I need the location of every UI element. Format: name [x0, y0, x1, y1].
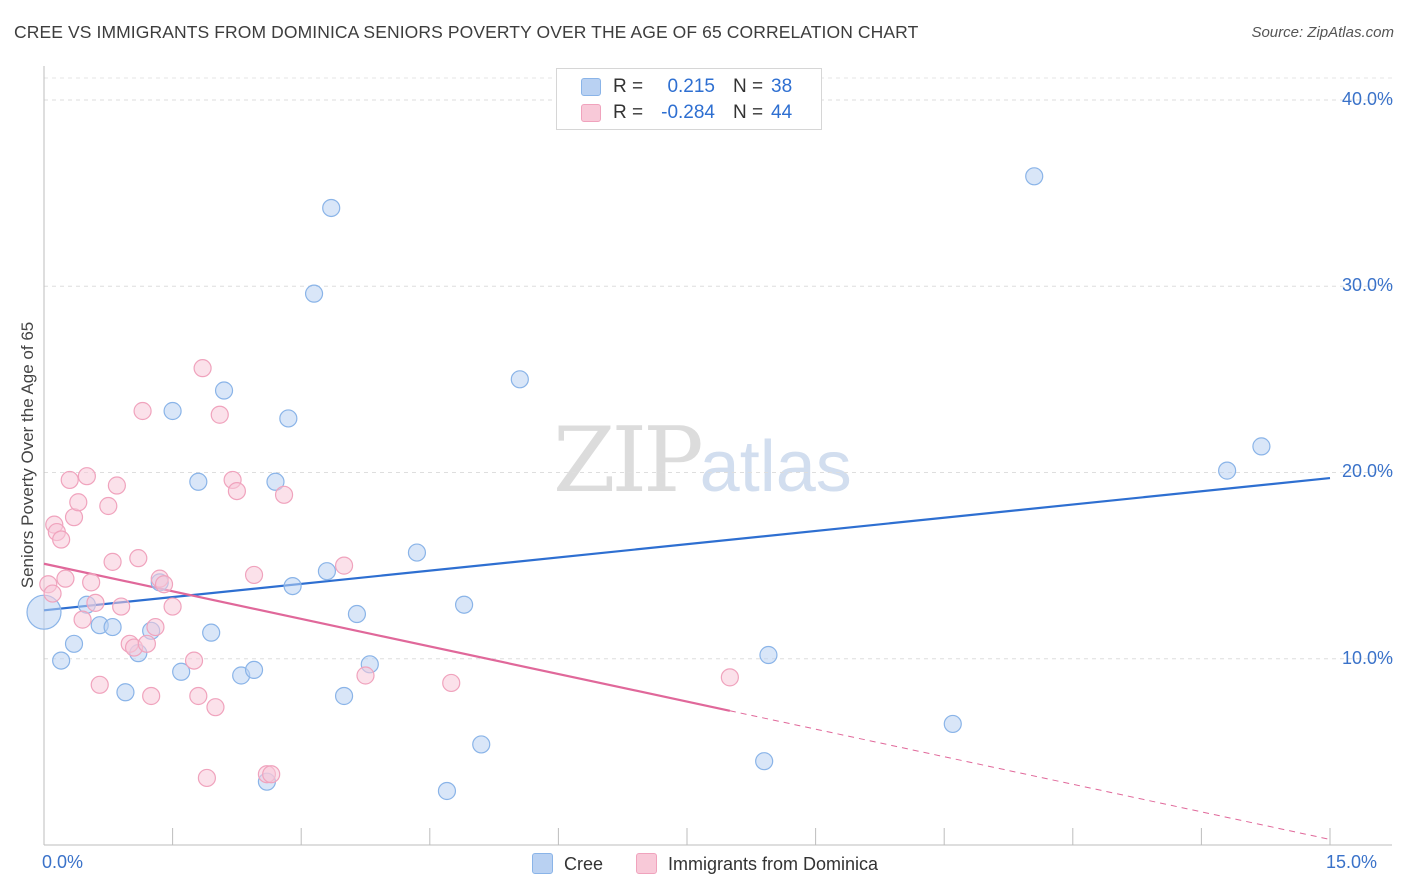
- stats-n-label: N =: [733, 102, 764, 123]
- dominica-point: [52, 530, 71, 549]
- cree-point: [407, 543, 427, 562]
- stats-r-value: -0.284: [661, 102, 715, 123]
- cree-point: [172, 662, 191, 681]
- cree-point: [64, 634, 84, 653]
- dominica-point: [720, 668, 739, 687]
- dominica-point: [73, 610, 92, 629]
- cree-point: [334, 686, 354, 706]
- dominica-point: [197, 768, 216, 788]
- dominica-swatch-icon: [581, 104, 601, 122]
- cree-point: [163, 401, 182, 421]
- cree-point: [472, 735, 491, 754]
- dominica-point: [193, 359, 212, 378]
- cree-point: [1252, 437, 1271, 456]
- watermark: ZIPatlas: [553, 408, 852, 513]
- dominica-trend-line-extension: [729, 710, 1331, 840]
- dominica-point: [129, 549, 148, 568]
- cree-legend-swatch-icon: [532, 853, 553, 874]
- x-tick-label-max: 15.0%: [1326, 852, 1378, 872]
- cree-point: [1025, 167, 1044, 186]
- cree-point: [214, 381, 234, 400]
- dominica-point: [146, 617, 165, 637]
- cree-swatch-icon: [581, 78, 601, 96]
- dominica-point: [90, 675, 109, 694]
- dominica-point: [262, 765, 281, 784]
- cree-point: [322, 198, 341, 218]
- cree-point: [510, 370, 529, 389]
- dominica-point: [163, 597, 182, 616]
- dominica-point: [107, 476, 126, 495]
- dominica-point: [442, 673, 461, 693]
- dominica-point: [69, 493, 88, 512]
- cree-point: [454, 595, 474, 614]
- watermark-atlas: atlas: [699, 427, 852, 507]
- dominica-point: [86, 593, 105, 612]
- cree-point: [116, 683, 135, 702]
- dominica-point: [112, 597, 131, 616]
- dominica-point: [99, 496, 118, 516]
- cree-point: [759, 645, 778, 665]
- x-tick-label-min: 0.0%: [42, 852, 84, 872]
- dominica-point: [137, 634, 156, 653]
- cree-point: [943, 714, 962, 734]
- cree-point: [279, 409, 298, 428]
- dominica-point: [103, 552, 122, 571]
- dominica-point: [64, 508, 84, 527]
- data-points: [26, 167, 1271, 801]
- dominica-point: [133, 401, 152, 421]
- y-tick-label: 10.0%: [1341, 647, 1393, 668]
- stats-n-label: N =: [733, 76, 764, 97]
- watermark-zip: ZIP: [553, 408, 704, 513]
- cree-point: [755, 752, 774, 771]
- dominica-point: [210, 405, 229, 424]
- dominica-point: [77, 467, 96, 486]
- cree-point: [317, 562, 337, 581]
- dominica-point: [334, 556, 354, 575]
- dominica-point: [56, 569, 75, 588]
- y-tick-label: 30.0%: [1341, 275, 1393, 296]
- stats-n-value: 44: [771, 102, 793, 123]
- cree-point: [266, 472, 285, 491]
- cree-point: [52, 651, 71, 670]
- dominica-point: [60, 470, 79, 490]
- dominica-point: [154, 575, 174, 594]
- legend-label-cree: Cree: [564, 854, 604, 874]
- chart-title: CREE VS IMMIGRANTS FROM DOMINICA SENIORS…: [14, 22, 919, 42]
- dominica-point: [274, 485, 294, 504]
- y-axis-label: Seniors Poverty Over the Age of 65: [18, 321, 37, 589]
- cree-point: [283, 576, 302, 596]
- dominica-point: [184, 651, 204, 670]
- cree-point: [347, 604, 367, 624]
- dominica-point: [43, 584, 62, 603]
- cree-point: [1218, 461, 1237, 480]
- cree-trend-line: [43, 476, 1331, 612]
- legend-label-dominica: Immigrants from Dominica: [668, 854, 879, 874]
- stats-r-value: 0.215: [667, 76, 715, 97]
- cree-point: [437, 781, 457, 801]
- dominica-point: [356, 666, 375, 685]
- dominica-point: [227, 481, 246, 501]
- dominica-point: [244, 565, 264, 585]
- cree-point: [202, 623, 221, 642]
- stats-n-value: 38: [771, 76, 793, 97]
- cree-point: [304, 284, 324, 303]
- dominica-point: [189, 686, 208, 706]
- source-label: Source: ZipAtlas.com: [1251, 24, 1394, 41]
- stats-box: R = 0.215 N = 38 R = -0.284 N = 44: [556, 68, 822, 130]
- stats-r-label: R =: [613, 102, 644, 123]
- cree-point: [244, 660, 264, 680]
- y-tick-label: 40.0%: [1341, 88, 1393, 109]
- dominica-point: [206, 698, 225, 717]
- dominica-legend-swatch-icon: [636, 853, 657, 874]
- dominica-point: [82, 573, 101, 592]
- cree-point: [189, 472, 208, 491]
- stats-r-label: R =: [613, 76, 644, 97]
- dominica-point: [142, 686, 161, 706]
- cree-point: [103, 617, 122, 637]
- y-tick-label: 20.0%: [1341, 461, 1393, 482]
- axes: [43, 66, 1392, 846]
